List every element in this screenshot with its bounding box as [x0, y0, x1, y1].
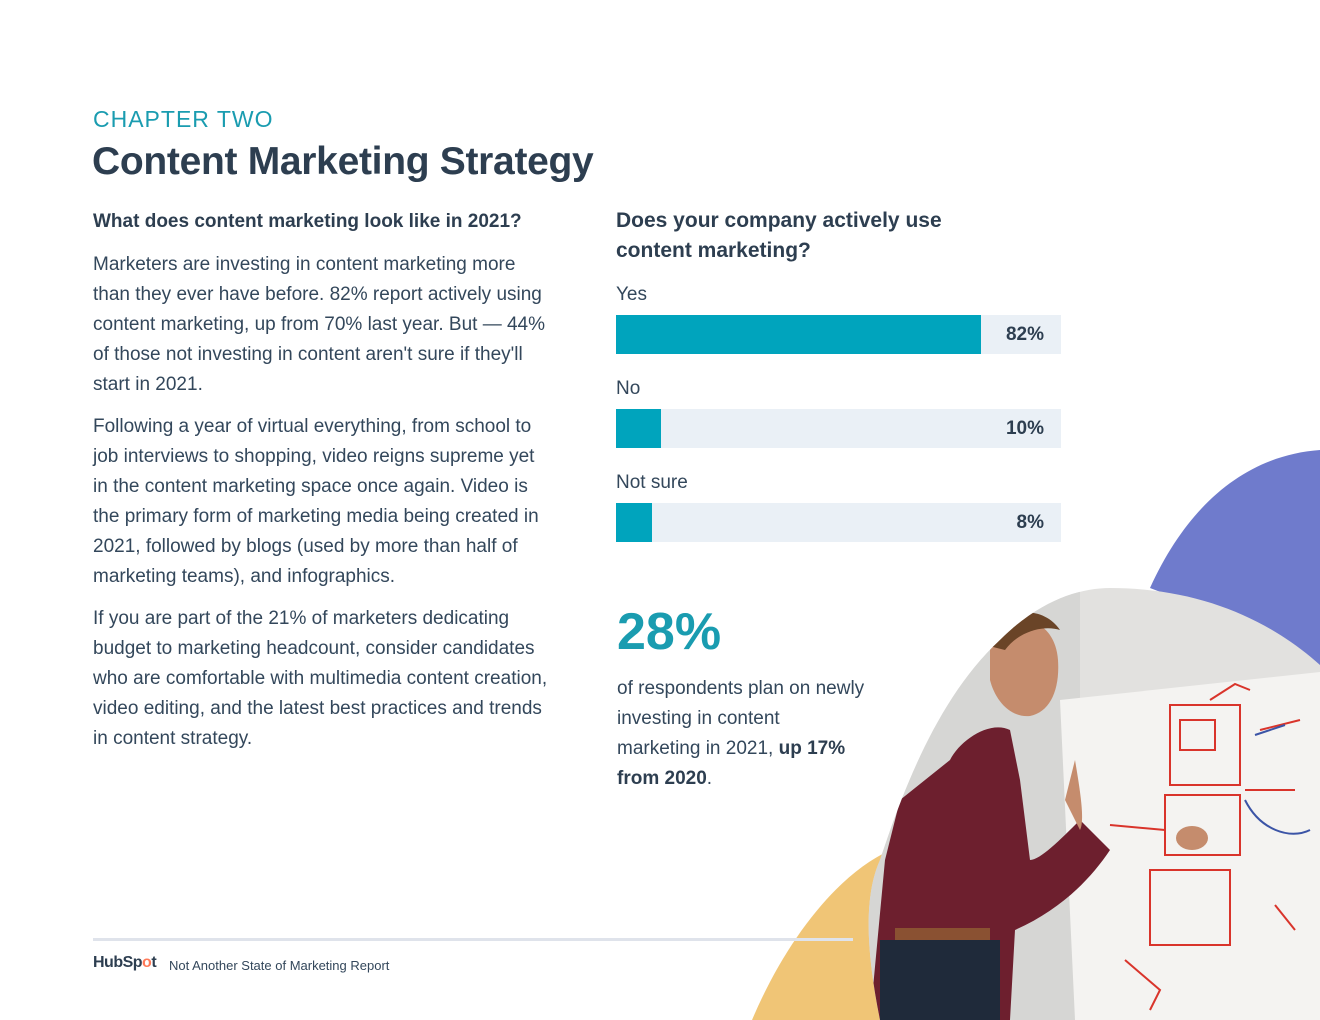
stat-emphasis: up 17% from 2020 — [617, 738, 846, 789]
bar-track: 10% — [616, 409, 1061, 448]
logo-text-end: t — [151, 954, 157, 971]
bar-value-label: 82% — [1005, 324, 1044, 345]
page-title: Content Marketing Strategy — [92, 140, 594, 183]
article-subhead: What does content marketing look like in… — [93, 211, 522, 232]
article-paragraph: Marketers are investing in content marke… — [93, 254, 546, 395]
chart-title: Does your company actively use content m… — [616, 209, 942, 262]
stat-text: of respondents plan on newly investing i… — [617, 678, 865, 759]
hubspot-logo: HubSpot — [93, 954, 157, 972]
stat-description: of respondents plan on newly investing i… — [617, 674, 867, 794]
bar-value-label: 8% — [1016, 512, 1044, 533]
stat-value: 28% — [617, 603, 722, 661]
bar-track: 82% — [616, 315, 1061, 354]
footer-divider — [93, 938, 853, 941]
logo-sprocket: o — [142, 954, 152, 971]
bar-label: Not sure — [616, 472, 688, 493]
bar — [616, 503, 652, 542]
logo-text: HubSp — [93, 954, 143, 971]
report-name: Not Another State of Marketing Report — [169, 958, 390, 973]
photo-whiteboard-man — [868, 588, 1320, 1020]
article-paragraph: Following a year of virtual everything, … — [93, 416, 539, 587]
article-body: Marketers are investing in content marke… — [93, 250, 553, 766]
bar-value-label: 10% — [1005, 418, 1044, 439]
chapter-label: CHAPTER TWO — [93, 106, 274, 132]
bar-track: 8% — [616, 503, 1061, 542]
bar — [616, 315, 981, 354]
article-paragraph: If you are part of the 21% of marketers … — [93, 608, 548, 749]
bar — [616, 409, 661, 448]
bar-label: Yes — [616, 284, 647, 305]
bar-label: No — [616, 378, 641, 399]
stat-suffix: . — [706, 768, 713, 789]
